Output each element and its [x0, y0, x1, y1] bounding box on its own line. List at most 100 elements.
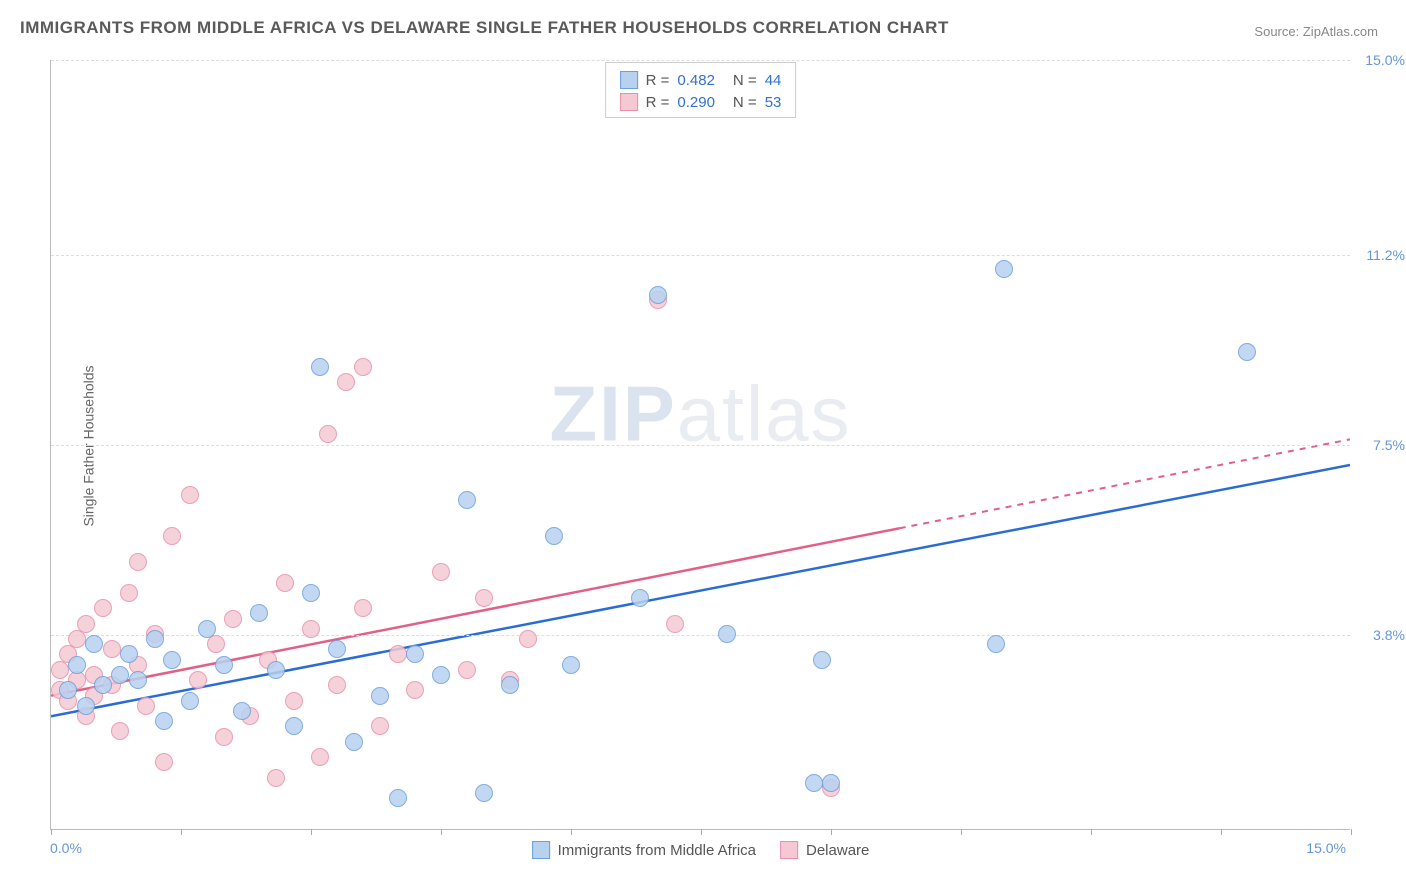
data-point — [302, 584, 320, 602]
data-point — [111, 666, 129, 684]
data-point — [319, 425, 337, 443]
bottom-legend: Immigrants from Middle Africa Delaware — [532, 841, 870, 859]
stats-box: R = 0.482N = 44R = 0.290N = 53 — [605, 62, 797, 118]
data-point — [155, 753, 173, 771]
data-point — [120, 584, 138, 602]
data-point — [1238, 343, 1256, 361]
data-point — [129, 553, 147, 571]
stat-line: R = 0.482N = 44 — [620, 69, 782, 91]
source-link[interactable]: ZipAtlas.com — [1303, 24, 1378, 39]
data-point — [311, 748, 329, 766]
data-point — [103, 640, 121, 658]
data-point — [129, 671, 147, 689]
x-tick — [311, 829, 312, 835]
data-point — [207, 635, 225, 653]
data-point — [718, 625, 736, 643]
data-point — [85, 635, 103, 653]
chart-title: IMMIGRANTS FROM MIDDLE AFRICA VS DELAWAR… — [20, 18, 949, 38]
source-attribution: Source: ZipAtlas.com — [1254, 24, 1378, 39]
data-point — [137, 697, 155, 715]
data-point — [68, 630, 86, 648]
data-point — [995, 260, 1013, 278]
r-value: 0.290 — [677, 94, 715, 111]
data-point — [267, 661, 285, 679]
data-point — [111, 722, 129, 740]
data-point — [250, 604, 268, 622]
legend-label: Delaware — [806, 842, 869, 859]
y-tick-label: 11.2% — [1366, 247, 1405, 263]
n-value: 44 — [765, 72, 782, 89]
data-point — [406, 681, 424, 699]
data-point — [59, 681, 77, 699]
data-point — [371, 687, 389, 705]
data-point — [302, 620, 320, 638]
data-point — [649, 286, 667, 304]
data-point — [215, 728, 233, 746]
legend-swatch — [620, 71, 638, 89]
x-tick — [51, 829, 52, 835]
data-point — [51, 661, 69, 679]
data-point — [94, 676, 112, 694]
data-point — [285, 717, 303, 735]
data-point — [406, 645, 424, 663]
legend-swatch — [532, 841, 550, 859]
x-tick — [1221, 829, 1222, 835]
data-point — [354, 358, 372, 376]
data-point — [458, 661, 476, 679]
data-point — [267, 769, 285, 787]
data-point — [328, 640, 346, 658]
data-point — [276, 574, 294, 592]
data-point — [181, 692, 199, 710]
gridline — [51, 635, 1350, 636]
data-point — [432, 563, 450, 581]
data-point — [631, 589, 649, 607]
x-tick — [961, 829, 962, 835]
data-point — [545, 527, 563, 545]
data-point — [120, 645, 138, 663]
data-point — [328, 676, 346, 694]
x-tick — [1091, 829, 1092, 835]
data-point — [432, 666, 450, 684]
data-point — [224, 610, 242, 628]
data-point — [146, 630, 164, 648]
data-point — [77, 615, 95, 633]
data-point — [666, 615, 684, 633]
correlation-chart: IMMIGRANTS FROM MIDDLE AFRICA VS DELAWAR… — [0, 0, 1406, 892]
x-axis-min: 0.0% — [50, 840, 82, 856]
legend-item: Immigrants from Middle Africa — [532, 841, 756, 859]
data-point — [519, 630, 537, 648]
data-point — [94, 599, 112, 617]
data-point — [458, 491, 476, 509]
data-point — [813, 651, 831, 669]
legend-swatch — [620, 93, 638, 111]
data-point — [345, 733, 363, 751]
data-point — [233, 702, 251, 720]
data-point — [822, 774, 840, 792]
data-point — [389, 789, 407, 807]
data-point — [215, 656, 233, 674]
data-point — [371, 717, 389, 735]
stat-line: R = 0.290N = 53 — [620, 91, 782, 113]
x-tick — [571, 829, 572, 835]
data-point — [155, 712, 173, 730]
data-point — [987, 635, 1005, 653]
data-point — [68, 656, 86, 674]
data-point — [475, 589, 493, 607]
x-tick — [441, 829, 442, 835]
data-point — [805, 774, 823, 792]
r-value: 0.482 — [677, 72, 715, 89]
data-point — [389, 645, 407, 663]
y-tick-label: 15.0% — [1365, 52, 1405, 68]
n-value: 53 — [765, 94, 782, 111]
data-point — [354, 599, 372, 617]
data-point — [311, 358, 329, 376]
plot-area: ZIPatlas R = 0.482N = 44R = 0.290N = 53 … — [50, 60, 1350, 830]
y-tick-label: 7.5% — [1373, 437, 1405, 453]
x-tick — [1351, 829, 1352, 835]
legend-item: Delaware — [780, 841, 869, 859]
data-point — [181, 486, 199, 504]
gridline — [51, 445, 1350, 446]
y-tick-label: 3.8% — [1373, 627, 1405, 643]
data-point — [189, 671, 207, 689]
data-point — [198, 620, 216, 638]
